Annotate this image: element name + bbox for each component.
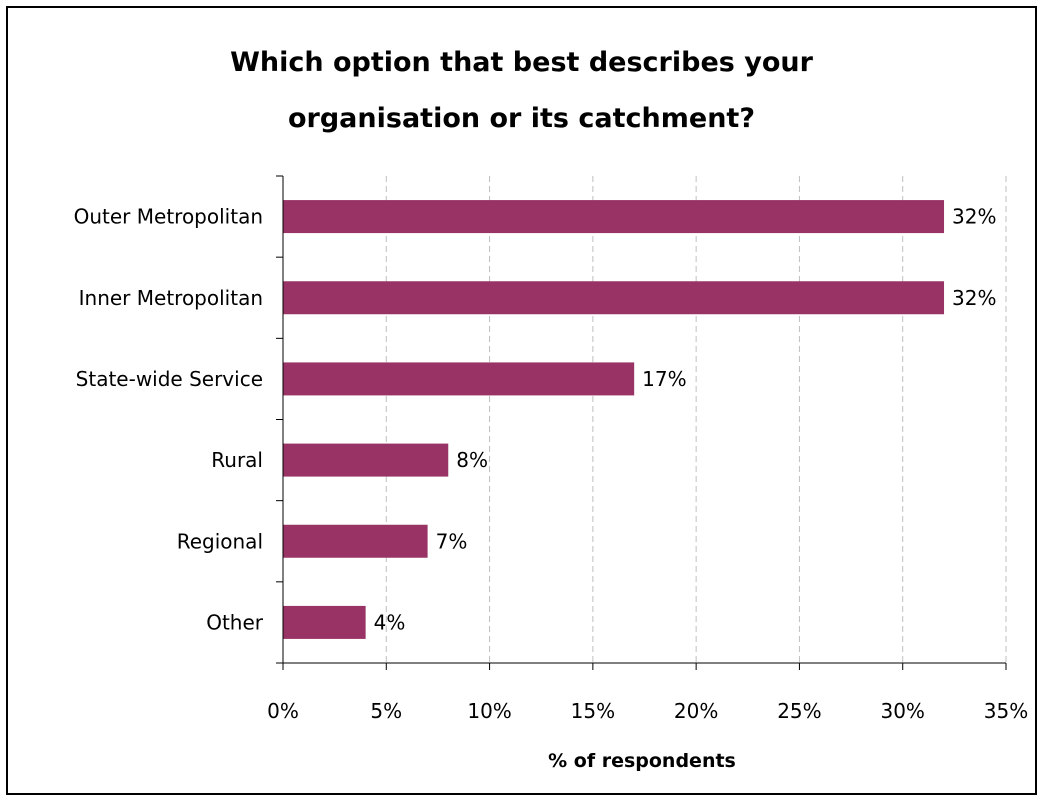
data-label: 4% [374, 610, 406, 634]
bar [283, 443, 449, 477]
gridlines [385, 176, 1007, 663]
data-label: 32% [952, 286, 996, 310]
data-label: 17% [642, 367, 686, 391]
chart-title-line-1: Which option that best describes your [230, 47, 813, 78]
x-tick-label: 25% [777, 699, 821, 723]
bar [283, 524, 428, 558]
x-tick-label: 15% [571, 699, 615, 723]
bars [283, 200, 945, 639]
labels: 32% Outer Metropolitan 32% Inner Metropolit… [74, 205, 1029, 723]
bar [283, 281, 945, 315]
data-label: 32% [952, 205, 996, 229]
bar [283, 605, 366, 639]
category-label: Regional [177, 529, 263, 553]
category-label: State-wide Service [76, 367, 263, 391]
x-axis-title: % of respondents [548, 750, 736, 772]
category-label: Other [206, 610, 264, 634]
x-tick-label: 5% [370, 699, 402, 723]
chart-title-line-2: organisation or its catchment? [287, 103, 755, 134]
x-tick-label: 35% [984, 699, 1028, 723]
x-tick-label: 30% [880, 699, 924, 723]
category-label: Outer Metropolitan [74, 205, 263, 229]
category-label: Rural [211, 448, 263, 472]
data-label: 8% [456, 448, 488, 472]
data-label: 7% [436, 529, 468, 553]
x-tick-label: 10% [467, 699, 511, 723]
axes [276, 175, 1007, 670]
x-tick-label: 0% [267, 699, 299, 723]
x-tick-label: 20% [674, 699, 718, 723]
bar [283, 200, 945, 234]
bar [283, 362, 635, 396]
category-label: Inner Metropolitan [79, 286, 263, 310]
